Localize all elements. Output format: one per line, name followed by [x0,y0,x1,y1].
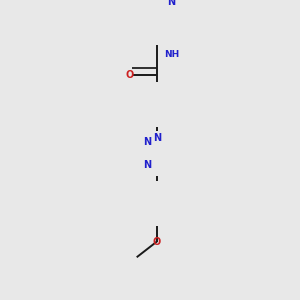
Text: N: N [167,0,175,7]
Text: N: N [153,133,161,143]
Text: N: N [144,160,152,170]
Text: NH: NH [164,50,179,59]
Text: O: O [125,70,134,80]
Text: N: N [144,137,152,147]
Text: O: O [153,236,161,247]
